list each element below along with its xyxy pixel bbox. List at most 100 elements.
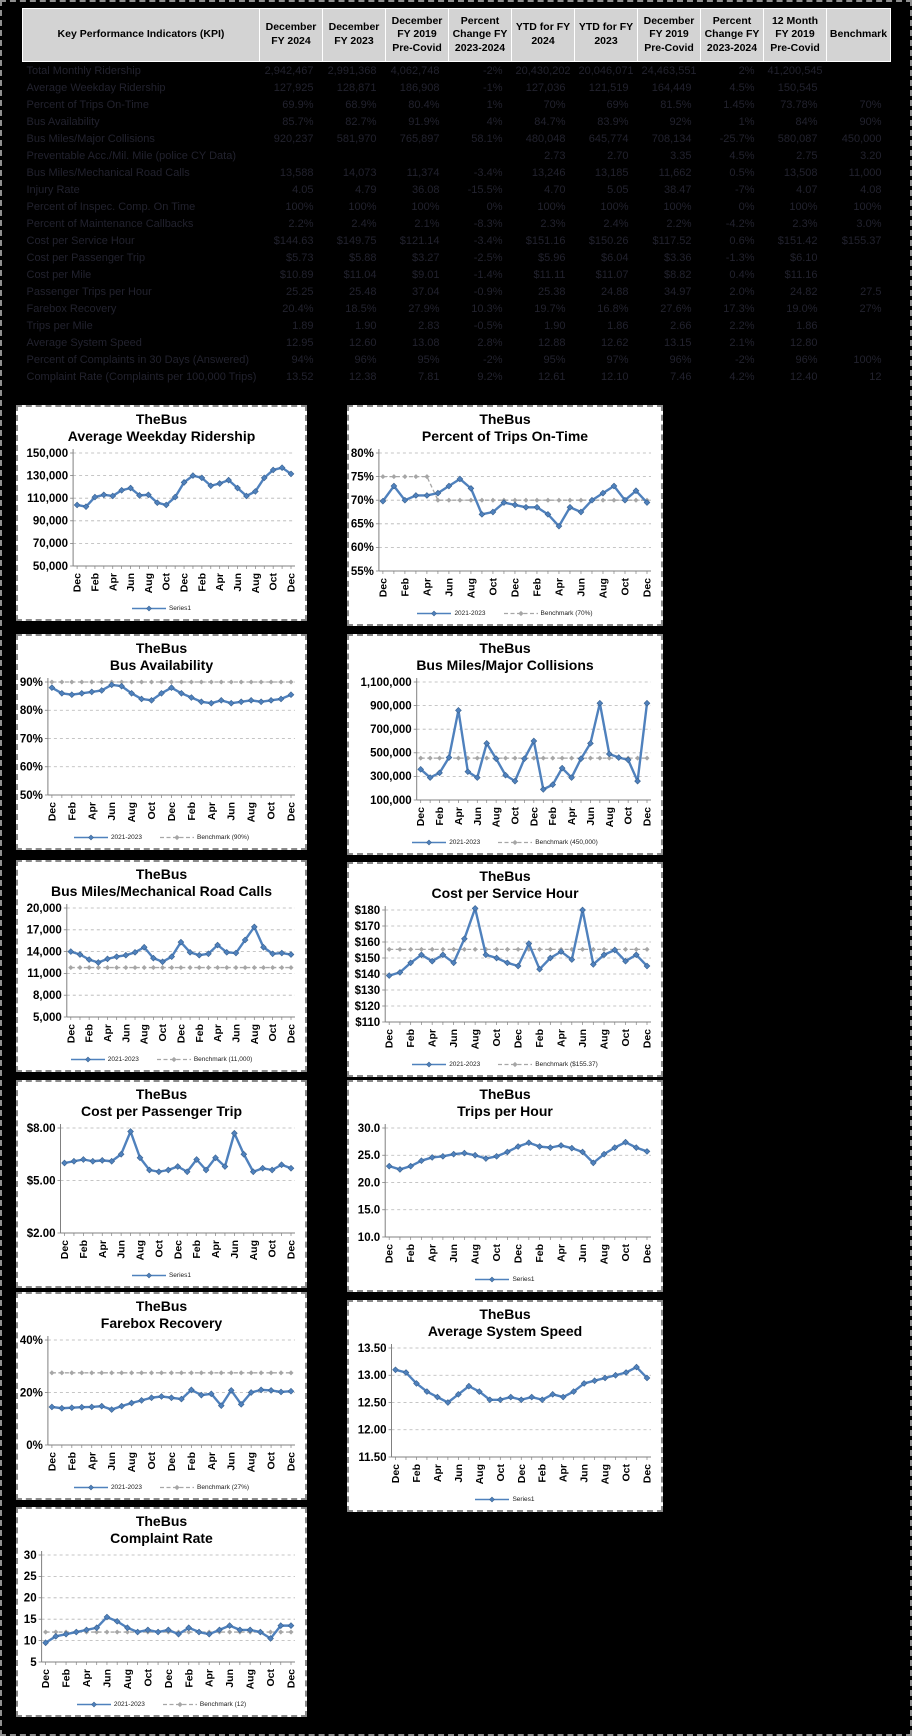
- y-axis-tick-label: 5,000: [33, 1012, 62, 1024]
- kpi-cell: 2.3%: [540, 217, 566, 230]
- table-row: Preventable Acc./Mil. Mile (police CY Da…: [23, 147, 891, 164]
- chart-subtitle: Trips per Hour: [457, 1103, 553, 1120]
- chart-panel-cost-per-service-hour: TheBus Cost per Service Hour $110 $120 $130 $…: [347, 862, 663, 1077]
- kpi-cell: 12.61: [537, 370, 566, 383]
- kpi-table-header-cell: December FY 2023: [322, 8, 386, 62]
- kpi-cell: 121,519: [588, 81, 629, 94]
- kpi-cell: 2.0%: [729, 285, 755, 298]
- x-axis-tick-label: Dec: [286, 1669, 298, 1688]
- kpi-table: Key Performance Indicators (KPI) December…: [22, 8, 891, 385]
- kpi-row-label: Passenger Trips per Hour: [26, 285, 152, 298]
- legend-series-label: Series1: [168, 605, 192, 613]
- kpi-cell: 100%: [853, 353, 882, 366]
- legend-series-label: 2021-2023: [110, 1484, 143, 1492]
- kpi-table-header-cell: December FY 2019 Pre-Covid: [385, 8, 449, 62]
- legend-series-label: 2021-2023: [449, 839, 481, 847]
- kpi-cell: 4.05: [292, 183, 314, 196]
- kpi-table-header-cell: Percent Change FY 2023-2024: [448, 8, 512, 62]
- kpi-cell: 4.07: [796, 183, 818, 196]
- legend-series-label: 2021-2023: [454, 610, 486, 618]
- kpi-row-label: Cost per Mile: [26, 268, 92, 281]
- x-axis-tick-label: Oct: [623, 807, 635, 825]
- x-axis-tick-label: Dec: [286, 1024, 298, 1043]
- kpi-cell: 20,430,202: [515, 64, 571, 77]
- chart-panel-bus-miles-major-collisions: TheBus Bus Miles/Major Collisions 100,000 3…: [347, 634, 663, 855]
- kpi-cell: 2.4%: [603, 217, 629, 230]
- kpi-cell: 27.9%: [408, 302, 440, 315]
- benchmark-legend-swatch: [160, 1485, 195, 1491]
- kpi-row-label: Average Weekday Ridership: [26, 81, 166, 94]
- y-axis-tick-label: 13.50: [358, 1343, 387, 1355]
- kpi-cell: $149.75: [336, 234, 377, 247]
- kpi-cell: 450,000: [841, 132, 882, 145]
- kpi-cell: 13.52: [285, 370, 314, 383]
- kpi-cell: 70%: [543, 98, 566, 111]
- kpi-cell: 11,374: [406, 166, 440, 179]
- x-axis-tick-label: Jun: [448, 1029, 460, 1048]
- kpi-table-header-cell: 12 Month FY 2019 Pre-Covid: [763, 8, 827, 62]
- kpi-cell: 100%: [285, 200, 314, 213]
- kpi-row-label: Bus Miles/Mechanical Road Calls: [26, 166, 190, 179]
- kpi-cell: [827, 266, 891, 283]
- kpi-cell: 11,000: [848, 166, 882, 179]
- y-axis-tick-label: 80%: [20, 705, 43, 717]
- kpi-cell: $151.42: [777, 234, 818, 247]
- kpi-cell: 100%: [348, 200, 377, 213]
- kpi-cell: 100%: [600, 200, 629, 213]
- kpi-cell: $10.89: [279, 268, 314, 281]
- chart-legend: 2021-2023 Benchmark (11,000): [70, 1053, 252, 1066]
- y-axis-tick-label: $120: [355, 1001, 381, 1013]
- chart-plot: 5 10 15 20 25 30 Dec Feb Apr Jun Aug Oct Dec Feb Apr Ju…: [24, 1550, 298, 1690]
- x-axis-tick-label: Aug: [250, 573, 262, 593]
- kpi-cell: 1.90: [355, 319, 377, 332]
- legend-item-series: 2021-2023: [412, 838, 480, 847]
- kpi-cell: 2.75: [796, 149, 818, 162]
- chart-title: TheBus: [135, 1298, 188, 1314]
- table-row: Percent of Trips On-Time 69.9% 68.9% 80.4% 1…: [23, 96, 891, 113]
- x-axis-tick-label: Dec: [642, 1464, 654, 1483]
- chart-title: TheBus: [135, 411, 188, 427]
- y-axis-tick-label: 8,000: [33, 990, 62, 1002]
- kpi-row-label: Bus Miles/Major Collisions: [26, 132, 155, 145]
- x-axis-tick-label: Apr: [107, 573, 119, 591]
- legend-item-benchmark: Benchmark (450,000): [498, 838, 598, 847]
- x-axis-tick-label: Aug: [470, 1029, 482, 1049]
- kpi-cell: 84.7%: [534, 115, 566, 128]
- kpi-cell: 164,449: [651, 81, 692, 94]
- benchmark-legend-swatch: [503, 611, 538, 617]
- kpi-cell: 27.6%: [660, 302, 692, 315]
- kpi-table-head: Key Performance Indicators (KPI) December…: [22, 8, 891, 62]
- kpi-row-label: Percent of Inspec. Comp. On Time: [26, 200, 196, 213]
- x-axis-tick-label: Aug: [249, 1024, 261, 1044]
- table-row: Passenger Trips per Hour 25.25 25.48 37.04 -…: [23, 283, 891, 300]
- kpi-cell: -2.5%: [473, 251, 503, 264]
- x-axis-tick-label: Apr: [210, 1240, 222, 1258]
- kpi-cell: 2%: [738, 64, 755, 77]
- x-axis-tick-label: Aug: [246, 802, 258, 822]
- kpi-cell: $5.96: [537, 251, 566, 264]
- series-legend-swatch: [417, 610, 452, 617]
- kpi-cell: 34.97: [663, 285, 692, 298]
- kpi-cell: 3.20: [860, 149, 882, 162]
- x-axis-tick-label: Dec: [384, 1244, 396, 1263]
- legend-item-series: 2021-2023: [73, 833, 143, 842]
- legend-series-label: 2021-2023: [110, 834, 143, 842]
- chart-panel-complaint-rate: TheBus Complaint Rate 5 10 15 20 25 30 Dec Feb Apr…: [16, 1507, 307, 1717]
- kpi-cell: $9.01: [411, 268, 440, 281]
- kpi-cell: 94%: [291, 353, 314, 366]
- x-axis-tick-label: Dec: [166, 1452, 178, 1471]
- x-axis-tick-label: Apr: [556, 1244, 568, 1262]
- x-axis-tick-label: Aug: [465, 578, 477, 598]
- kpi-cell: 2.66: [670, 319, 692, 332]
- x-axis-tick-label: Dec: [286, 573, 298, 592]
- x-axis-tick-label: Feb: [399, 578, 411, 597]
- kpi-cell: 96%: [795, 353, 818, 366]
- chart-subtitle: Cost per Service Hour: [431, 885, 579, 902]
- kpi-cell: 20.4%: [282, 302, 314, 315]
- kpi-cell: 100%: [789, 200, 818, 213]
- kpi-cell: 18.5%: [345, 302, 377, 315]
- x-axis-tick-label: Apr: [553, 578, 565, 596]
- y-axis-tick-label: 20,000: [27, 903, 62, 915]
- x-axis-tick-label: Dec: [509, 578, 521, 597]
